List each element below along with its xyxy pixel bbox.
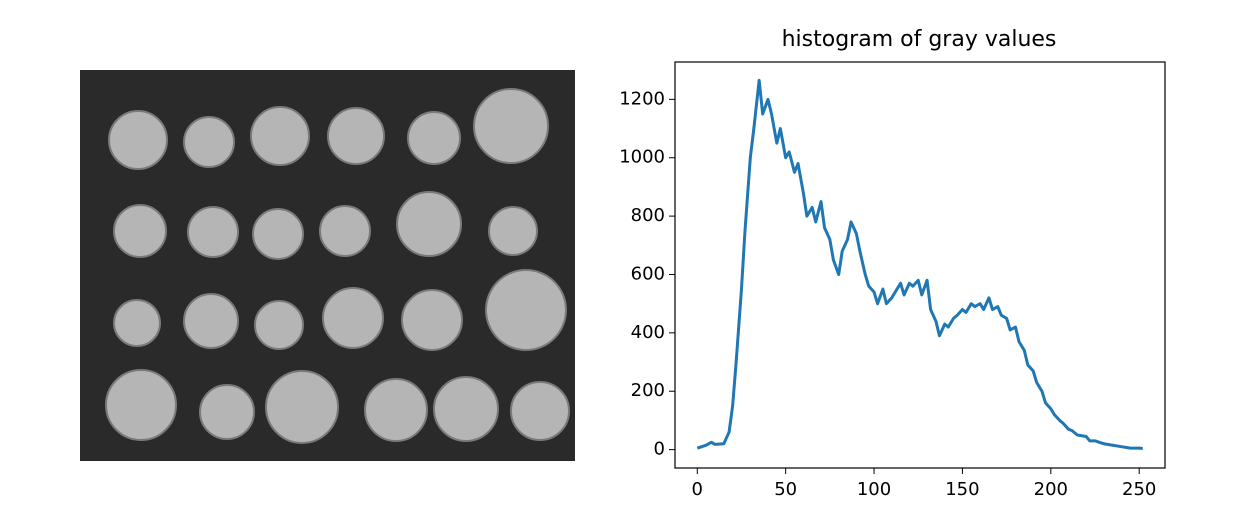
y-tick-label: 0: [654, 439, 665, 460]
x-tick-label: 0: [692, 479, 703, 500]
chart-title: histogram of gray values: [782, 27, 1057, 52]
y-tick-label: 1200: [619, 88, 665, 109]
x-tick-label: 100: [857, 479, 891, 500]
y-tick-label: 800: [631, 205, 665, 226]
plot-frame: [674, 61, 1166, 469]
x-tick-label: 50: [774, 479, 797, 500]
line: [696, 78, 1143, 450]
y-tick-label: 1000: [619, 147, 665, 168]
coins-image: [80, 70, 575, 461]
y-tick-label: 600: [631, 263, 665, 284]
x-tick-label: 150: [945, 479, 979, 500]
y-tick-label: 400: [631, 322, 665, 343]
x-tick-label: 250: [1122, 479, 1156, 500]
y-tick-label: 200: [631, 380, 665, 401]
x-tick-label: 200: [1034, 479, 1068, 500]
